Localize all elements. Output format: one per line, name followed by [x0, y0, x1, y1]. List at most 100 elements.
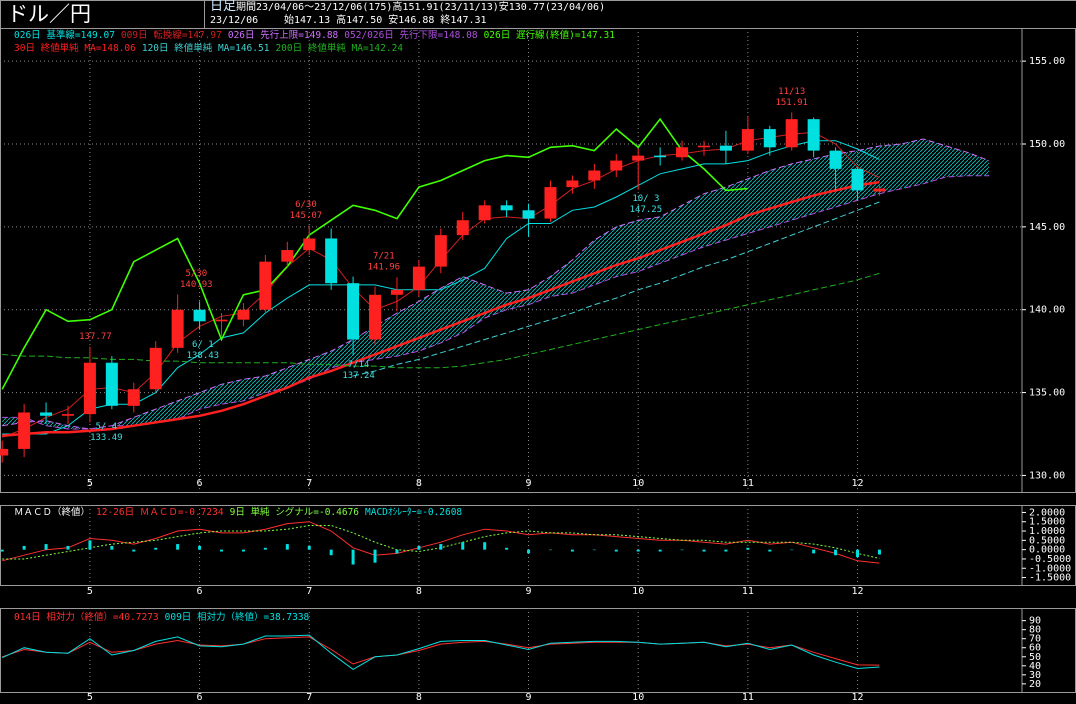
- annotation-date: 6/30: [295, 200, 317, 210]
- x-tick-label: 8: [416, 586, 422, 597]
- annotation-value: 151.91: [775, 98, 808, 108]
- candle-body: [544, 187, 557, 219]
- y-tick-label: -1.5000: [1029, 573, 1071, 584]
- y-tick-label: 20: [1029, 679, 1041, 690]
- annotation-date: 10/ 3: [632, 194, 659, 204]
- candle-body: [127, 389, 140, 406]
- candle-body: [149, 347, 162, 390]
- x-tick-label: 6: [197, 692, 203, 703]
- y-tick-label: 135.00: [1029, 388, 1065, 399]
- chart-title: ドル／円: [7, 2, 91, 26]
- x-tick-label: 11: [742, 478, 754, 489]
- candle-body: [566, 180, 579, 188]
- y-tick-label: 1.5000: [1029, 517, 1065, 528]
- histogram-bar: [263, 547, 267, 550]
- x-tick-label: 9: [526, 692, 532, 703]
- candle-body: [610, 160, 623, 171]
- legend-item: 12-26日 ＭＡＣＤ=-0.7234: [96, 507, 224, 518]
- candle-body: [171, 309, 184, 348]
- histogram-bar: [746, 547, 750, 550]
- legend-item: 9日 単純 シグナル=-0.4676: [229, 507, 360, 518]
- panel: 5 6 7 8 9 10 11 12 2.00001.50001.00000.50000.000…: [0, 505, 1076, 597]
- candle-body: [632, 155, 645, 161]
- histogram-bar: [329, 549, 333, 556]
- candle-body: [654, 155, 667, 158]
- candle-body: [303, 238, 316, 251]
- annotation-value: 137.77: [79, 332, 112, 342]
- y-tick-label: -1.0000: [1029, 563, 1071, 574]
- y-tick-label: 155.00: [1029, 56, 1065, 67]
- annotation-value: 140.93: [180, 280, 213, 290]
- candle-body: [61, 414, 74, 416]
- candle-body: [105, 362, 118, 406]
- histogram-bar: [702, 549, 706, 552]
- line-series: [2, 180, 880, 437]
- histogram-bar: [812, 549, 816, 554]
- histogram-bar: [417, 545, 421, 550]
- x-tick-label: 9: [526, 586, 532, 597]
- cloud: [2, 139, 990, 429]
- histogram-bar: [877, 549, 881, 555]
- annotation-date: 7/21: [373, 252, 395, 262]
- histogram-bar: [176, 544, 180, 550]
- line-series: [2, 272, 880, 369]
- histogram-bar: [636, 549, 640, 552]
- candle-body: [281, 250, 294, 262]
- x-tick-label: 11: [742, 692, 754, 703]
- y-tick-label: 0.5000: [1029, 535, 1065, 546]
- y-tick-label: 145.00: [1029, 222, 1065, 233]
- y-tick-label: 0.0000: [1029, 545, 1065, 556]
- annotation-date: 11/13: [778, 87, 805, 97]
- y-tick-label: 130.00: [1029, 470, 1065, 481]
- legend-item: MACDｵｼﾚｰﾀｰ=-0.2608: [365, 507, 463, 518]
- candle-body: [412, 266, 425, 290]
- panel: 5 6 7 8 9 10 11 12 155.00 150.00 145.00 140.00 135.0…: [0, 28, 1076, 493]
- legend: ＭＡＣＤ（終値） 12-26日 ＭＡＣＤ=-0.7234 9日 単純 シグナル=-0…: [14, 506, 468, 519]
- candle-body: [390, 289, 403, 295]
- y-tick-label: -0.5000: [1029, 554, 1071, 565]
- histogram-bar: [614, 549, 618, 552]
- candle-body: [851, 168, 864, 191]
- y-tick-label: 140.00: [1029, 305, 1065, 316]
- annotation-value: 137.24: [342, 371, 375, 381]
- annotation-value: 133.49: [90, 433, 123, 443]
- legend-item: 026日 先行上限=149.88: [227, 30, 339, 41]
- histogram-bar: [483, 542, 487, 550]
- x-tick-label: 8: [416, 478, 422, 489]
- annotation-value: 138.43: [187, 351, 220, 361]
- histogram-bar: [505, 547, 509, 550]
- histogram-bar: [285, 544, 289, 550]
- candle-body: [40, 412, 53, 416]
- annotation-date: 6/ 1: [192, 340, 214, 350]
- histogram-bar: [439, 544, 443, 550]
- period: 期間23/04/06～23/12/06(175)高151.91(23/11/13…: [236, 2, 606, 13]
- x-tick-label: 6: [197, 478, 203, 489]
- legend-item: 120日 終値単純 MA=146.51: [141, 43, 270, 54]
- annotation-value: 147.25: [630, 205, 663, 215]
- legend-title: ＭＡＣＤ（終値）: [14, 507, 91, 518]
- histogram-bar: [592, 549, 596, 551]
- plot-area: [1, 634, 880, 670]
- plot-area: [0, 521, 881, 565]
- histogram-bar: [527, 549, 531, 554]
- candle-body: [719, 145, 732, 151]
- histogram-bar: [680, 549, 684, 551]
- y-tick-label: 60: [1029, 643, 1041, 654]
- histogram-bar: [307, 545, 311, 550]
- histogram-bar: [351, 549, 355, 565]
- annotation-date: 5/ 4: [96, 422, 118, 432]
- candle-body: [478, 205, 491, 221]
- line-series: [1, 634, 880, 670]
- annotation-value: 145.07: [290, 211, 323, 221]
- histogram-bar: [44, 544, 48, 550]
- histogram-bar: [22, 545, 26, 550]
- x-tick-label: 8: [416, 692, 422, 703]
- x-tick-label: 9: [526, 478, 532, 489]
- candle-body: [18, 412, 31, 449]
- title-box: ドル／円: [0, 0, 205, 29]
- candle-body: [237, 309, 250, 320]
- x-tick-label: 12: [851, 478, 863, 489]
- y-tick-label: 1.0000: [1029, 526, 1065, 537]
